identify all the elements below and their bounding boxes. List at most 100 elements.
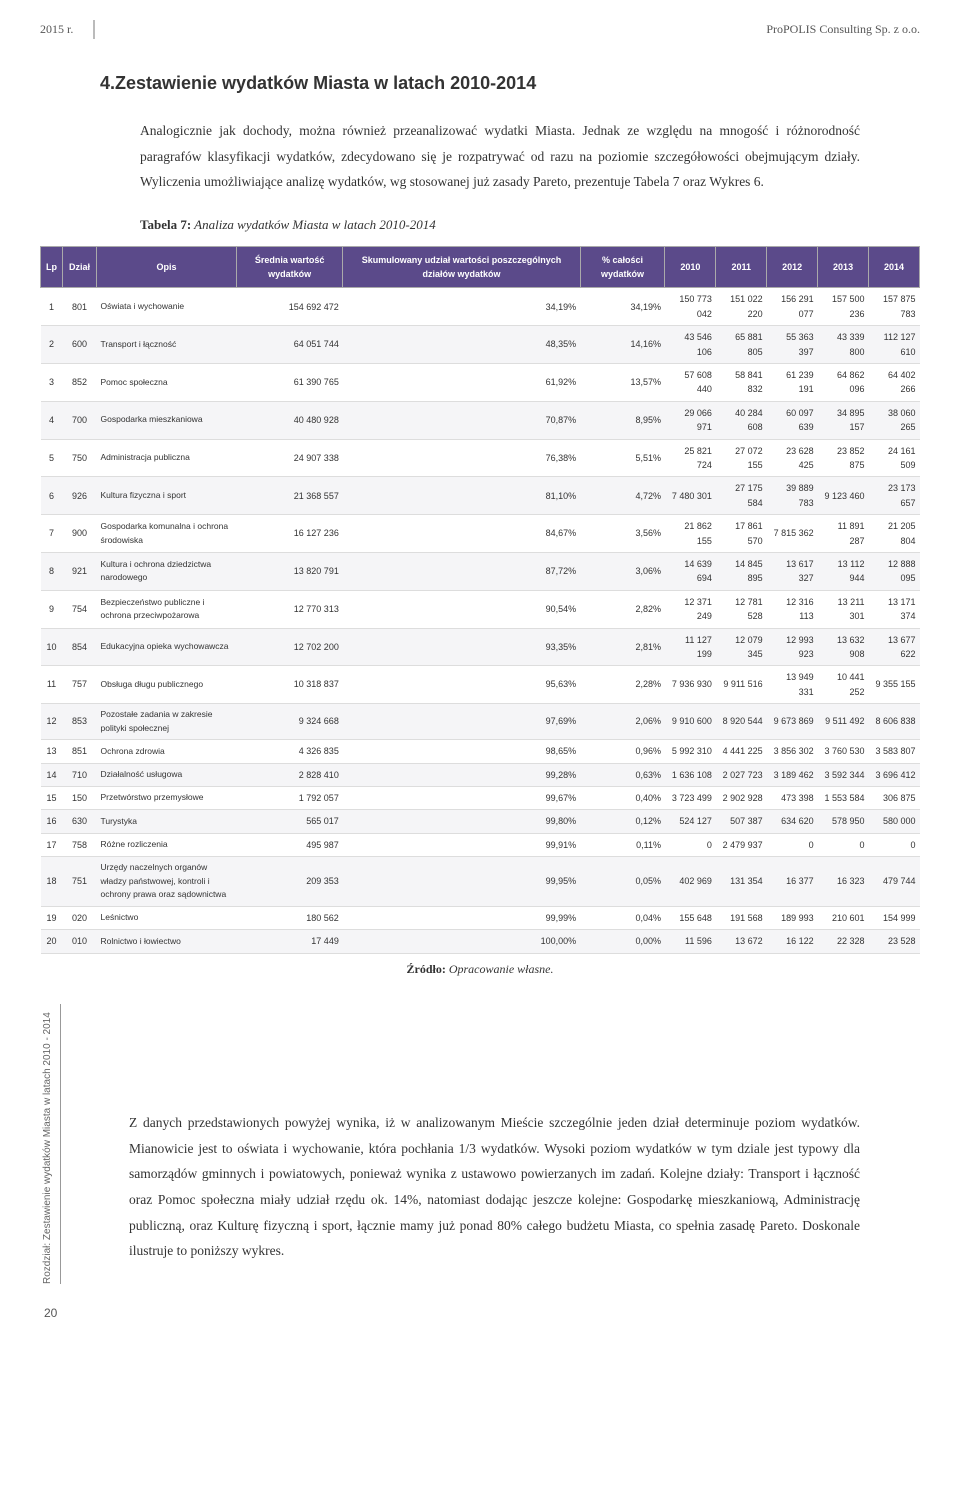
table-cell: 157 500 236 xyxy=(818,288,869,326)
table-cell: 11 xyxy=(41,666,63,704)
table-cell: 99,67% xyxy=(343,787,580,810)
table-cell: 4,72% xyxy=(580,477,665,515)
table-cell: 1 792 057 xyxy=(237,787,343,810)
table-cell: 11 596 xyxy=(665,930,716,953)
table-cell: 3,06% xyxy=(580,552,665,590)
table-cell: 926 xyxy=(63,477,97,515)
table-cell: 9 xyxy=(41,590,63,628)
table-col-header: 2012 xyxy=(767,246,818,288)
table-cell: 3 696 412 xyxy=(869,763,920,786)
table-cell: 10 318 837 xyxy=(237,666,343,704)
table-cell: 5,51% xyxy=(580,439,665,477)
table-cell: 87,72% xyxy=(343,552,580,590)
table-row: 8921Kultura i ochrona dziedzictwa narodo… xyxy=(41,552,920,590)
table-cell: 156 291 077 xyxy=(767,288,818,326)
table-cell: 99,80% xyxy=(343,810,580,833)
table-cell: Turystyka xyxy=(97,810,237,833)
table-cell: 630 xyxy=(63,810,97,833)
table-cell: 13 171 374 xyxy=(869,590,920,628)
table-cell: Obsługa długu publicznego xyxy=(97,666,237,704)
table-cell: 23 173 657 xyxy=(869,477,920,515)
table-cell: Działalność usługowa xyxy=(97,763,237,786)
table-cell: 24 907 338 xyxy=(237,439,343,477)
table-cell: 34,19% xyxy=(343,288,580,326)
table-cell: 99,91% xyxy=(343,833,580,856)
table-cell: 24 161 509 xyxy=(869,439,920,477)
table-row: 9754Bezpieczeństwo publiczne i ochrona p… xyxy=(41,590,920,628)
table-cell: Kultura i ochrona dziedzictwa narodowego xyxy=(97,552,237,590)
table-cell: 700 xyxy=(63,401,97,439)
table-row: 7900Gospodarka komunalna i ochrona środo… xyxy=(41,515,920,553)
table-cell: 100,00% xyxy=(343,930,580,953)
table-caption-bold: Tabela 7: xyxy=(140,217,191,232)
table-cell: Gospodarka komunalna i ochrona środowisk… xyxy=(97,515,237,553)
table-cell: 150 xyxy=(63,787,97,810)
table-cell: 010 xyxy=(63,930,97,953)
table-cell: 4 441 225 xyxy=(716,740,767,763)
table-cell: 23 852 875 xyxy=(818,439,869,477)
table-cell: 8 606 838 xyxy=(869,704,920,740)
table-cell: 851 xyxy=(63,740,97,763)
table-cell: 14 845 895 xyxy=(716,552,767,590)
table-cell: 27 072 155 xyxy=(716,439,767,477)
table-col-header: 2013 xyxy=(818,246,869,288)
table-cell: 18 xyxy=(41,857,63,907)
table-cell: 1 553 584 xyxy=(818,787,869,810)
table-cell: 495 987 xyxy=(237,833,343,856)
table-cell: Różne rozliczenia xyxy=(97,833,237,856)
table-cell: 16 377 xyxy=(767,857,818,907)
table-cell: 600 xyxy=(63,326,97,364)
table-cell: 4 xyxy=(41,401,63,439)
table-cell: 634 620 xyxy=(767,810,818,833)
page-number: 20 xyxy=(44,1304,920,1323)
table-cell: 12 993 923 xyxy=(767,628,818,666)
table-cell: Kultura fizyczna i sport xyxy=(97,477,237,515)
table-cell: 16 323 xyxy=(818,857,869,907)
table-cell: 19 xyxy=(41,907,63,930)
table-cell: 0,12% xyxy=(580,810,665,833)
table-cell: 76,38% xyxy=(343,439,580,477)
table-cell: 020 xyxy=(63,907,97,930)
table-cell: 402 969 xyxy=(665,857,716,907)
table-cell: 2,06% xyxy=(580,704,665,740)
table-cell: 210 601 xyxy=(818,907,869,930)
table-cell: 64 862 096 xyxy=(818,364,869,402)
table-cell: 5 xyxy=(41,439,63,477)
table-cell: 853 xyxy=(63,704,97,740)
intro-paragraph: Analogicznie jak dochody, można również … xyxy=(140,118,860,195)
source-bold: Źródło: xyxy=(406,962,445,976)
table-cell: Bezpieczeństwo publiczne i ochrona przec… xyxy=(97,590,237,628)
table-row: 13851Ochrona zdrowia4 326 83598,65%0,96%… xyxy=(41,740,920,763)
table-cell: 3 xyxy=(41,364,63,402)
page-header: 2015 r. ProPOLIS Consulting Sp. z o.o. xyxy=(40,20,920,39)
table-col-header: Skumulowany udział wartości poszczególny… xyxy=(343,246,580,288)
table-cell: 191 568 xyxy=(716,907,767,930)
table-cell: 9 673 869 xyxy=(767,704,818,740)
table-cell: 9 511 492 xyxy=(818,704,869,740)
table-cell: 9 324 668 xyxy=(237,704,343,740)
table-cell: 209 353 xyxy=(237,857,343,907)
table-row: 1801Oświata i wychowanie154 692 47234,19… xyxy=(41,288,920,326)
table-cell: 0,11% xyxy=(580,833,665,856)
table-cell: 13 211 301 xyxy=(818,590,869,628)
table-cell: 565 017 xyxy=(237,810,343,833)
table-cell: 25 821 724 xyxy=(665,439,716,477)
table-col-header: Opis xyxy=(97,246,237,288)
table-cell: 34,19% xyxy=(580,288,665,326)
table-cell: 578 950 xyxy=(818,810,869,833)
table-cell: 754 xyxy=(63,590,97,628)
table-cell: 21 368 557 xyxy=(237,477,343,515)
table-caption: Tabela 7: Analiza wydatków Miasta w lata… xyxy=(140,215,860,236)
table-cell: 55 363 397 xyxy=(767,326,818,364)
table-cell: 2 xyxy=(41,326,63,364)
table-col-header: Średnia wartość wydatków xyxy=(237,246,343,288)
table-cell: 43 546 106 xyxy=(665,326,716,364)
table-cell: 131 354 xyxy=(716,857,767,907)
table-cell: Transport i łączność xyxy=(97,326,237,364)
table-cell: 13 xyxy=(41,740,63,763)
table-row: 6926Kultura fizyczna i sport21 368 55781… xyxy=(41,477,920,515)
table-cell: 10 xyxy=(41,628,63,666)
table-cell: 0 xyxy=(767,833,818,856)
table-cell: 13 949 331 xyxy=(767,666,818,704)
table-cell: 3 592 344 xyxy=(818,763,869,786)
